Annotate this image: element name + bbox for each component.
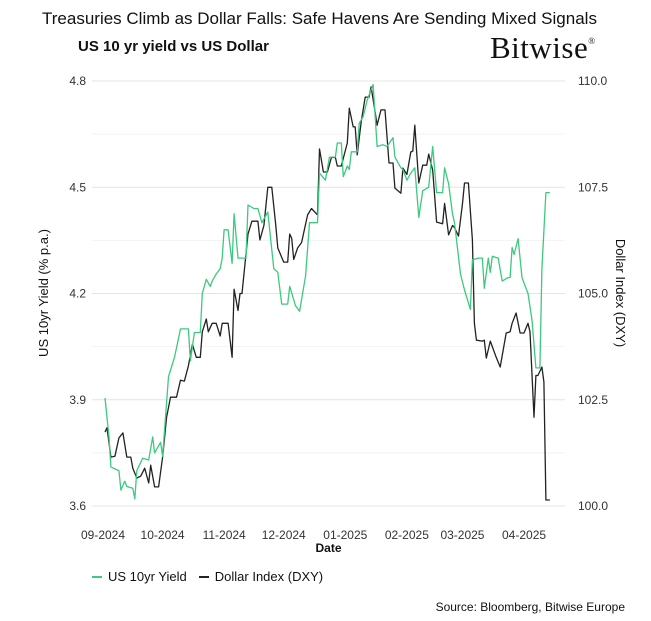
x-tick-label: 03-2025: [440, 528, 484, 542]
bitwise-logo: Bitwise®: [490, 30, 596, 65]
y-tick-label-right: 102.5: [578, 393, 608, 407]
x-tick-label: 12-2024: [262, 528, 306, 542]
legend-label-dxy: Dollar Index (DXY): [214, 569, 324, 584]
chart-main-title: Treasuries Climb as Dollar Falls: Safe H…: [42, 9, 597, 28]
chart-subtitle: US 10 yr yield vs US Dollar: [78, 38, 269, 55]
x-tick-label: 11-2024: [203, 528, 246, 542]
legend: US 10yr Yield Dollar Index (DXY): [92, 569, 323, 584]
y-tick-label-left: 3.9: [69, 393, 86, 407]
y-tick-label-left: 4.2: [69, 287, 86, 301]
y-tick-label-left: 4.5: [69, 180, 86, 194]
x-tick-label: 09-2024: [81, 528, 125, 542]
y-tick-label-left: 4.8: [69, 74, 86, 88]
legend-swatch-yield: [92, 575, 102, 578]
series-line-dxy: [104, 86, 550, 501]
series-line-yield: [104, 83, 550, 500]
x-axis-title: Date: [315, 541, 341, 555]
legend-label-yield: US 10yr Yield: [108, 569, 187, 584]
source-note: Source: Bloomberg, Bitwise Europe: [435, 600, 625, 614]
y-axis-title-left: US 10yr Yield (% p.a.): [36, 229, 51, 357]
legend-swatch-dxy: [198, 575, 209, 578]
x-tick-label: 10-2024: [141, 528, 185, 542]
y-tick-label-right: 107.5: [578, 180, 608, 194]
y-tick-label-right: 105.0: [578, 287, 608, 301]
x-tick-label: 02-2025: [385, 528, 429, 542]
x-tick-label: 01-2025: [323, 528, 367, 542]
y-tick-label-right: 100.0: [578, 499, 608, 513]
y-tick-label-left: 3.6: [69, 499, 86, 513]
y-axis-title-right: Dollar Index (DXY): [613, 239, 628, 347]
y-tick-label-right: 110.0: [578, 74, 607, 88]
x-tick-label: 04-2025: [502, 528, 546, 542]
